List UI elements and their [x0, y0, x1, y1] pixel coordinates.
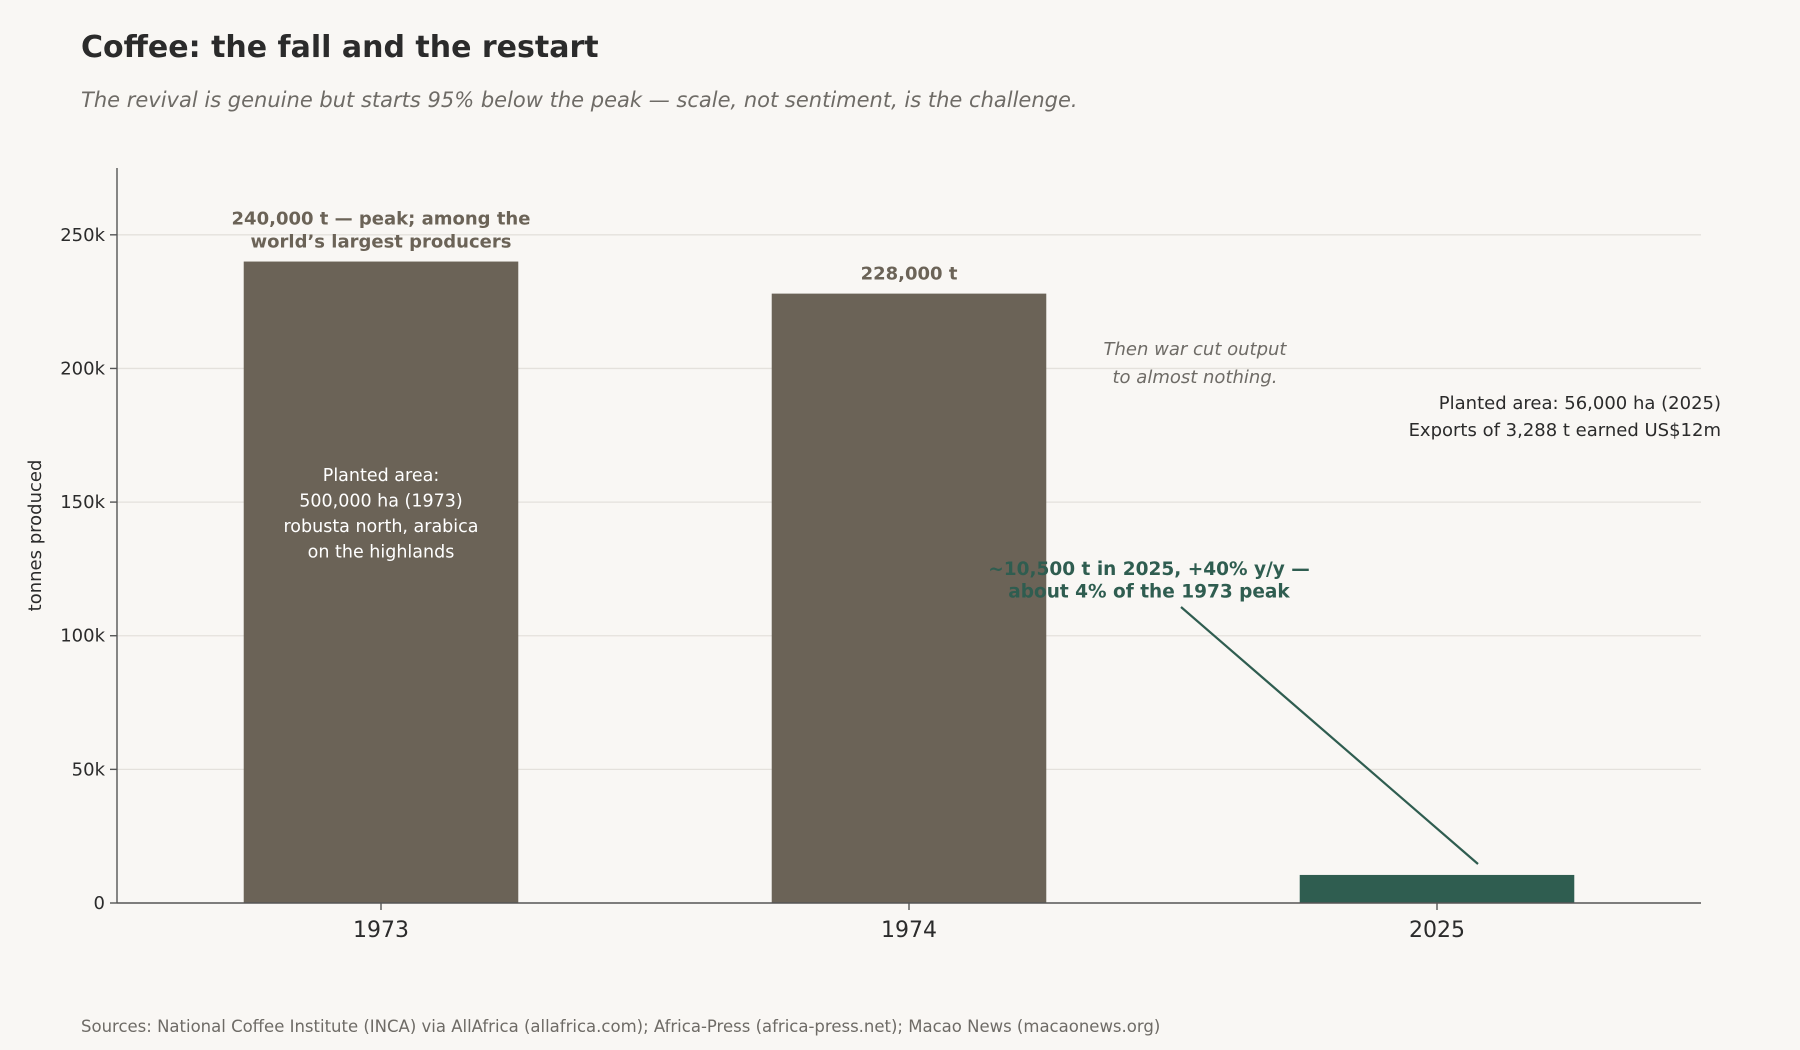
annotation-callout-2025-line-1: ~10,500 t in 2025, +40% y/y —: [988, 559, 1310, 580]
bar-1974: [771, 293, 1047, 904]
y-tick-label-4: 200k: [60, 358, 105, 379]
annotation-planted-2025-line-2: Exports of 3,288 t earned US$12m: [1409, 420, 1721, 441]
annotation-war-note-line-1: Then war cut output: [1104, 339, 1288, 360]
y-tick-label-5: 250k: [60, 225, 105, 246]
y-tick-label-0: 0: [94, 893, 105, 914]
data-label-1973-line-1: 240,000 t — peak; among the: [232, 209, 531, 230]
y-axis-label: tonnes produced: [25, 460, 46, 612]
annotation-planted-1973-line-4: on the highlands: [308, 543, 455, 563]
y-tick-label-2: 100k: [60, 626, 105, 647]
chart-subtitle: The revival is genuine but starts 95% be…: [81, 88, 1078, 112]
y-tick-label-1: 50k: [72, 759, 106, 780]
x-tick-label-1974: 1974: [881, 918, 937, 943]
x-tick-label-2025: 2025: [1409, 918, 1465, 943]
chart-title: Coffee: the fall and the restart: [81, 30, 599, 65]
data-label-1973-line-2: world’s largest producers: [251, 232, 512, 253]
data-label-1974-line-1: 228,000 t: [861, 264, 958, 285]
annotation-war-note-line-2: to almost nothing.: [1113, 367, 1278, 388]
bar-2025: [1299, 874, 1575, 903]
x-tick-label-1973: 1973: [353, 918, 409, 943]
annotation-callout-2025-line-2: about 4% of the 1973 peak: [1008, 582, 1290, 603]
y-tick-label-3: 150k: [60, 492, 105, 513]
annotation-planted-2025-line-1: Planted area: 56,000 ha (2025): [1439, 393, 1721, 414]
annotation-planted-1973-line-1: Planted area:: [323, 466, 439, 486]
source-note: Sources: National Coffee Institute (INCA…: [81, 1017, 1161, 1036]
bar-1973: [243, 261, 519, 904]
annotation-planted-1973-line-3: robusta north, arabica: [283, 517, 478, 537]
callout-leader-line: [1180, 606, 1479, 865]
annotation-planted-1973-line-2: 500,000 ha (1973): [299, 492, 463, 512]
